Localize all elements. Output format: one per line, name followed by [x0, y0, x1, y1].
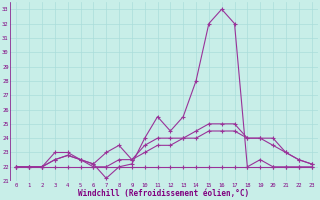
X-axis label: Windchill (Refroidissement éolien,°C): Windchill (Refroidissement éolien,°C) [78, 189, 250, 198]
